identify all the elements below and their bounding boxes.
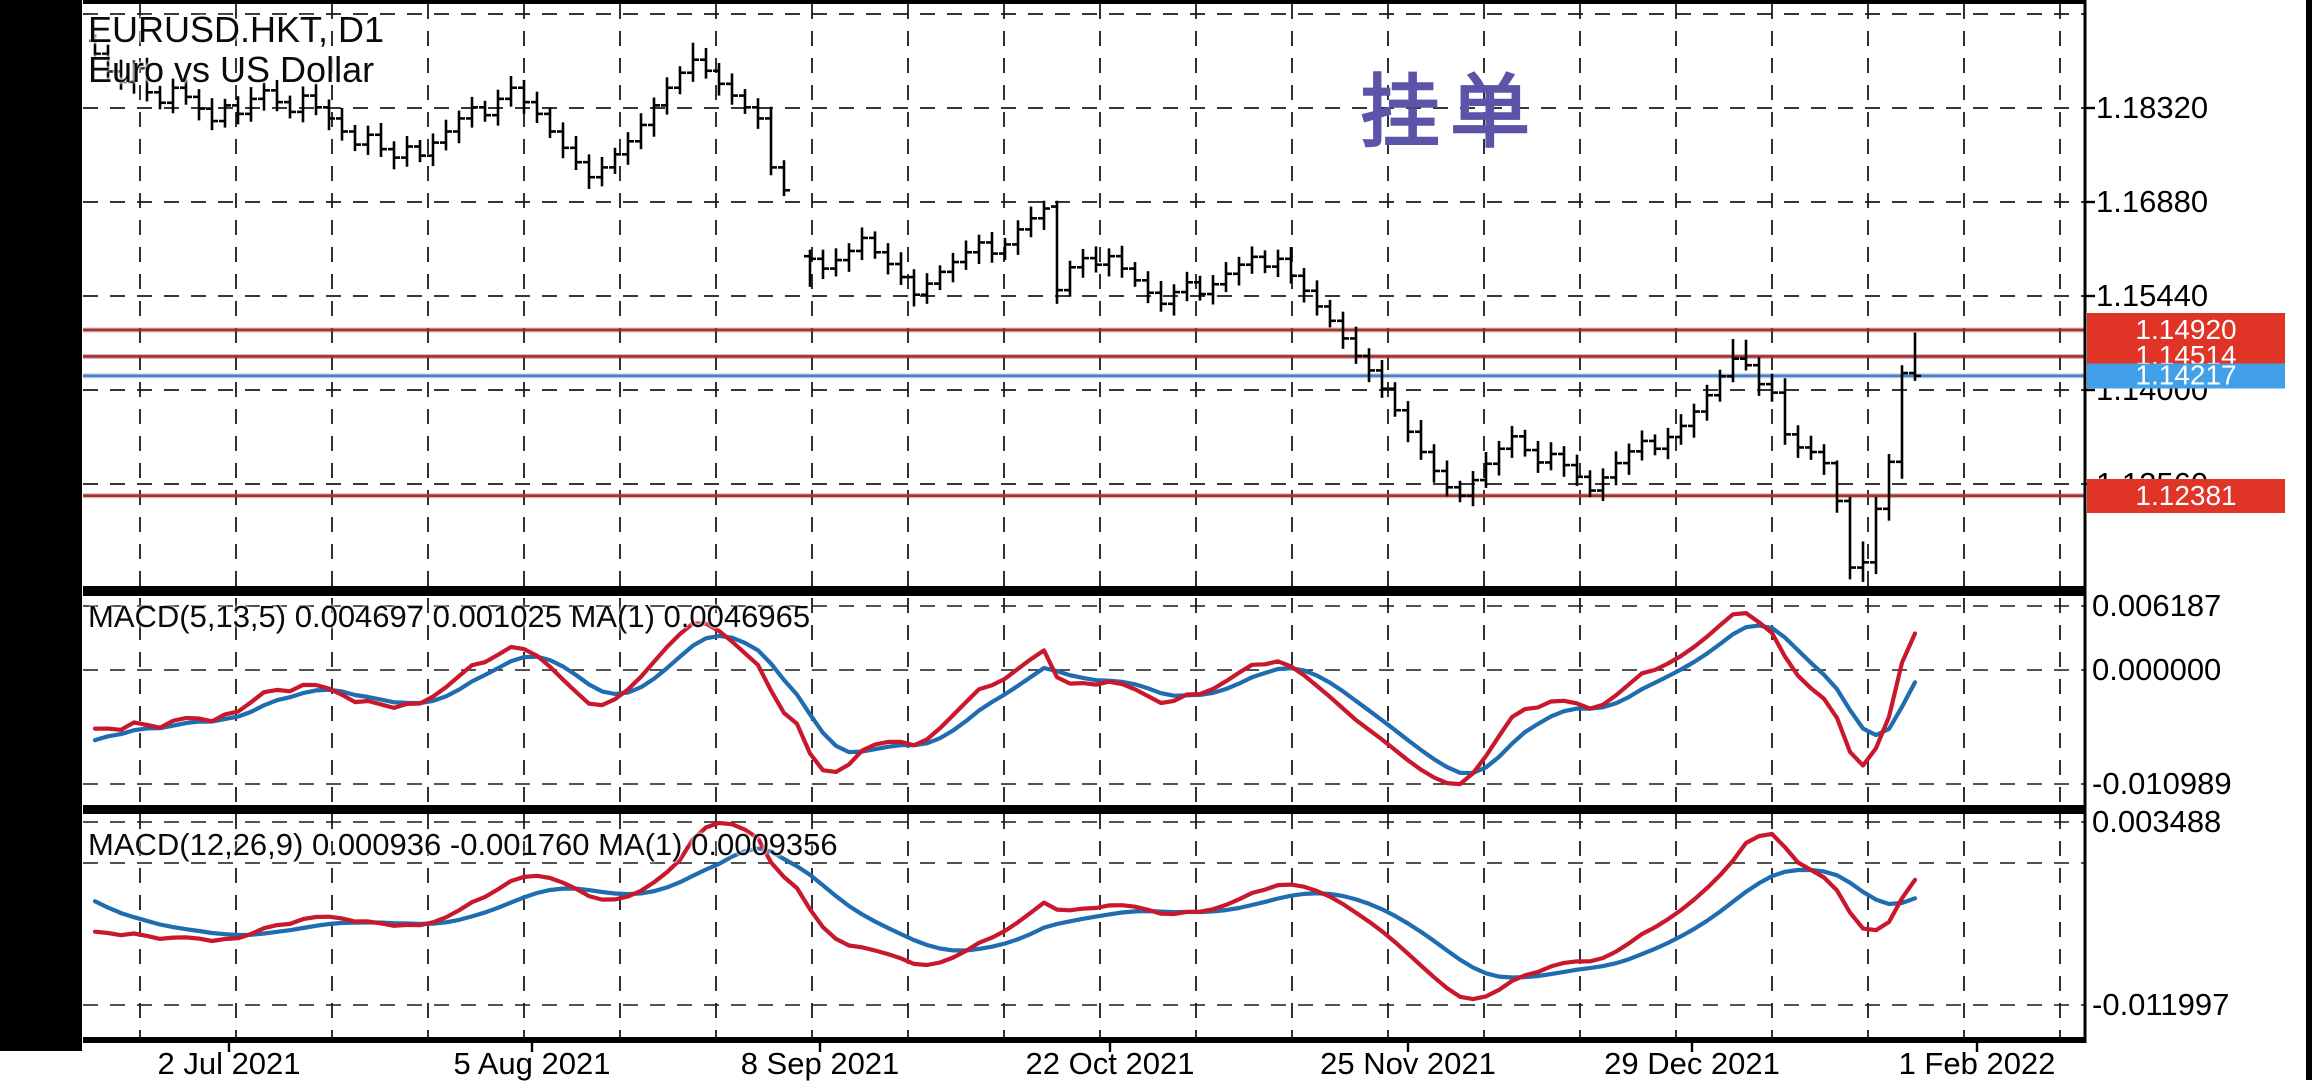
bottom-border bbox=[83, 1037, 2085, 1043]
macd1-indicator-label: MACD(5,13,5) 0.004697 0.001025 MA(1) 0.0… bbox=[88, 599, 811, 634]
date-label-8-Sep-2021: 8 Sep 2021 bbox=[740, 1046, 900, 1081]
macd2-axis-label-0.003488: 0.003488 bbox=[2092, 804, 2222, 839]
macd1-axis-label-0.000000: 0.000000 bbox=[2092, 652, 2222, 687]
price-tag-1.12381[interactable]: 1.12381 bbox=[2087, 478, 2285, 513]
price-axis-label-1.15440: 1.15440 bbox=[2096, 278, 2209, 313]
date-label-1-Feb-2022: 1 Feb 2022 bbox=[1898, 1046, 2056, 1081]
macd2-signal-line bbox=[92, 846, 1918, 980]
date-label-5-Aug-2021: 5 Aug 2021 bbox=[453, 1046, 611, 1081]
ohlc-bars bbox=[89, 34, 1921, 582]
macd2-indicator-label: MACD(12,26,9) 0.000936 -0.001760 MA(1) 0… bbox=[88, 827, 838, 862]
left-black-strip bbox=[0, 0, 82, 1051]
macd1-main-line bbox=[92, 610, 1918, 787]
date-label-2-Jul-2021: 2 Jul 2021 bbox=[157, 1046, 301, 1081]
price-axis-label-1.18320: 1.18320 bbox=[2096, 89, 2209, 125]
pending-order-text-object[interactable]: 挂单 bbox=[1360, 68, 1540, 157]
macd1-axis-label--0.010989: -0.010989 bbox=[2092, 766, 2232, 801]
macd2-main-line bbox=[92, 820, 1918, 1002]
macd1-macd2-separator[interactable] bbox=[83, 805, 2085, 814]
price-tag-1.14217[interactable]: 1.14217 bbox=[2087, 360, 2285, 391]
main-macd1-separator[interactable] bbox=[83, 586, 2085, 596]
top-border bbox=[83, 0, 2085, 4]
macd1-signal-line bbox=[92, 623, 1918, 776]
date-label-22-Oct-2021: 22 Oct 2021 bbox=[1025, 1046, 1195, 1081]
macd2-axis-label--0.011997: -0.011997 bbox=[2092, 987, 2230, 1022]
right-edge-border bbox=[2306, 0, 2312, 1080]
macd1-axis-label-0.006187: 0.006187 bbox=[2092, 588, 2222, 623]
date-label-29-Dec-2021: 29 Dec 2021 bbox=[1604, 1046, 1780, 1081]
date-label-25-Nov-2021: 25 Nov 2021 bbox=[1320, 1046, 1496, 1081]
price-axis-label-1.16880: 1.16880 bbox=[2096, 183, 2209, 219]
